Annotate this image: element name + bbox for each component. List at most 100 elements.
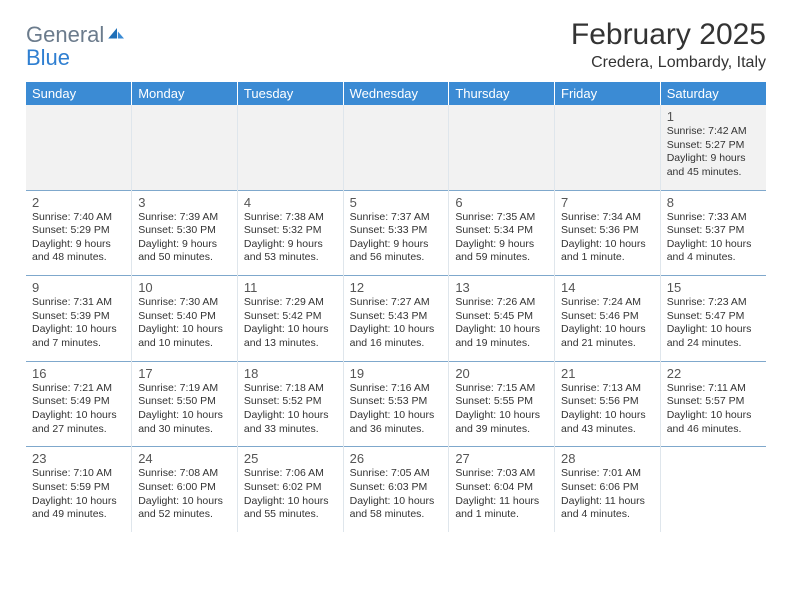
sunrise-text: Sunrise: 7:38 AM [244, 211, 337, 225]
day-number: 12 [350, 280, 443, 295]
daylight-text: Daylight: 10 hours and 24 minutes. [667, 323, 760, 350]
day-info: Sunrise: 7:08 AMSunset: 6:00 PMDaylight:… [138, 467, 231, 522]
calendar-day-cell: 15Sunrise: 7:23 AMSunset: 5:47 PMDayligh… [660, 276, 766, 362]
sunset-text: Sunset: 5:36 PM [561, 224, 654, 238]
day-number: 23 [32, 451, 125, 466]
sunset-text: Sunset: 5:47 PM [667, 310, 760, 324]
calendar-day-cell: 20Sunrise: 7:15 AMSunset: 5:55 PMDayligh… [449, 361, 555, 447]
weekday-header: Sunday [26, 82, 132, 105]
sunrise-text: Sunrise: 7:27 AM [350, 296, 443, 310]
day-info: Sunrise: 7:30 AMSunset: 5:40 PMDaylight:… [138, 296, 231, 351]
sunrise-text: Sunrise: 7:37 AM [350, 211, 443, 225]
day-info: Sunrise: 7:03 AMSunset: 6:04 PMDaylight:… [455, 467, 548, 522]
daylight-text: Daylight: 9 hours and 50 minutes. [138, 238, 231, 265]
calendar-day-cell: 25Sunrise: 7:06 AMSunset: 6:02 PMDayligh… [237, 447, 343, 532]
sunset-text: Sunset: 5:37 PM [667, 224, 760, 238]
calendar-day-cell: 9Sunrise: 7:31 AMSunset: 5:39 PMDaylight… [26, 276, 132, 362]
day-info: Sunrise: 7:23 AMSunset: 5:47 PMDaylight:… [667, 296, 760, 351]
day-info: Sunrise: 7:33 AMSunset: 5:37 PMDaylight:… [667, 211, 760, 266]
sunset-text: Sunset: 5:59 PM [32, 481, 125, 495]
daylight-text: Daylight: 10 hours and 13 minutes. [244, 323, 337, 350]
day-info: Sunrise: 7:31 AMSunset: 5:39 PMDaylight:… [32, 296, 125, 351]
weekday-header: Wednesday [343, 82, 449, 105]
day-info: Sunrise: 7:19 AMSunset: 5:50 PMDaylight:… [138, 382, 231, 437]
day-number: 2 [32, 195, 125, 210]
daylight-text: Daylight: 10 hours and 21 minutes. [561, 323, 654, 350]
day-info: Sunrise: 7:24 AMSunset: 5:46 PMDaylight:… [561, 296, 654, 351]
calendar-day-cell [237, 105, 343, 190]
calendar-day-cell: 8Sunrise: 7:33 AMSunset: 5:37 PMDaylight… [660, 190, 766, 276]
sunset-text: Sunset: 5:42 PM [244, 310, 337, 324]
day-number: 26 [350, 451, 443, 466]
daylight-text: Daylight: 10 hours and 55 minutes. [244, 495, 337, 522]
calendar-day-cell: 6Sunrise: 7:35 AMSunset: 5:34 PMDaylight… [449, 190, 555, 276]
calendar-day-cell: 7Sunrise: 7:34 AMSunset: 5:36 PMDaylight… [555, 190, 661, 276]
day-number: 15 [667, 280, 760, 295]
daylight-text: Daylight: 11 hours and 4 minutes. [561, 495, 654, 522]
day-number: 13 [455, 280, 548, 295]
calendar-day-cell: 14Sunrise: 7:24 AMSunset: 5:46 PMDayligh… [555, 276, 661, 362]
sunrise-text: Sunrise: 7:11 AM [667, 382, 760, 396]
day-info: Sunrise: 7:18 AMSunset: 5:52 PMDaylight:… [244, 382, 337, 437]
sunset-text: Sunset: 5:50 PM [138, 395, 231, 409]
sunset-text: Sunset: 6:00 PM [138, 481, 231, 495]
sunset-text: Sunset: 5:30 PM [138, 224, 231, 238]
day-number: 11 [244, 280, 337, 295]
calendar-week-row: 1Sunrise: 7:42 AMSunset: 5:27 PMDaylight… [26, 105, 766, 190]
logo-text-general: General [26, 22, 104, 47]
sunrise-text: Sunrise: 7:01 AM [561, 467, 654, 481]
day-info: Sunrise: 7:10 AMSunset: 5:59 PMDaylight:… [32, 467, 125, 522]
day-info: Sunrise: 7:35 AMSunset: 5:34 PMDaylight:… [455, 211, 548, 266]
calendar-week-row: 2Sunrise: 7:40 AMSunset: 5:29 PMDaylight… [26, 190, 766, 276]
calendar-day-cell: 22Sunrise: 7:11 AMSunset: 5:57 PMDayligh… [660, 361, 766, 447]
calendar-day-cell [26, 105, 132, 190]
daylight-text: Daylight: 10 hours and 49 minutes. [32, 495, 125, 522]
day-info: Sunrise: 7:27 AMSunset: 5:43 PMDaylight:… [350, 296, 443, 351]
day-info: Sunrise: 7:11 AMSunset: 5:57 PMDaylight:… [667, 382, 760, 437]
sunset-text: Sunset: 6:02 PM [244, 481, 337, 495]
sunset-text: Sunset: 5:33 PM [350, 224, 443, 238]
day-number: 28 [561, 451, 654, 466]
day-info: Sunrise: 7:37 AMSunset: 5:33 PMDaylight:… [350, 211, 443, 266]
day-info: Sunrise: 7:42 AMSunset: 5:27 PMDaylight:… [667, 125, 760, 180]
day-number: 21 [561, 366, 654, 381]
calendar-day-cell: 18Sunrise: 7:18 AMSunset: 5:52 PMDayligh… [237, 361, 343, 447]
daylight-text: Daylight: 10 hours and 30 minutes. [138, 409, 231, 436]
sunset-text: Sunset: 6:06 PM [561, 481, 654, 495]
logo: General Blue [26, 18, 128, 70]
day-number: 16 [32, 366, 125, 381]
daylight-text: Daylight: 9 hours and 48 minutes. [32, 238, 125, 265]
sunrise-text: Sunrise: 7:34 AM [561, 211, 654, 225]
day-number: 25 [244, 451, 337, 466]
calendar-day-cell [343, 105, 449, 190]
calendar-day-cell: 13Sunrise: 7:26 AMSunset: 5:45 PMDayligh… [449, 276, 555, 362]
day-info: Sunrise: 7:05 AMSunset: 6:03 PMDaylight:… [350, 467, 443, 522]
calendar-page: General Blue February 2025 Credera, Lomb… [0, 0, 792, 532]
sunset-text: Sunset: 5:57 PM [667, 395, 760, 409]
sunrise-text: Sunrise: 7:40 AM [32, 211, 125, 225]
calendar-week-row: 9Sunrise: 7:31 AMSunset: 5:39 PMDaylight… [26, 276, 766, 362]
calendar-day-cell: 28Sunrise: 7:01 AMSunset: 6:06 PMDayligh… [555, 447, 661, 532]
day-number: 18 [244, 366, 337, 381]
day-number: 6 [455, 195, 548, 210]
sunset-text: Sunset: 6:03 PM [350, 481, 443, 495]
daylight-text: Daylight: 10 hours and 16 minutes. [350, 323, 443, 350]
sunrise-text: Sunrise: 7:13 AM [561, 382, 654, 396]
sunrise-text: Sunrise: 7:05 AM [350, 467, 443, 481]
day-number: 4 [244, 195, 337, 210]
weekday-header: Thursday [449, 82, 555, 105]
day-number: 5 [350, 195, 443, 210]
sunrise-text: Sunrise: 7:23 AM [667, 296, 760, 310]
sunset-text: Sunset: 5:32 PM [244, 224, 337, 238]
page-subtitle: Credera, Lombardy, Italy [571, 54, 766, 72]
sunrise-text: Sunrise: 7:30 AM [138, 296, 231, 310]
daylight-text: Daylight: 10 hours and 33 minutes. [244, 409, 337, 436]
sunset-text: Sunset: 5:52 PM [244, 395, 337, 409]
weekday-header: Tuesday [237, 82, 343, 105]
weekday-header: Monday [132, 82, 238, 105]
day-number: 9 [32, 280, 125, 295]
sunset-text: Sunset: 5:43 PM [350, 310, 443, 324]
calendar-day-cell: 5Sunrise: 7:37 AMSunset: 5:33 PMDaylight… [343, 190, 449, 276]
sunrise-text: Sunrise: 7:29 AM [244, 296, 337, 310]
sunrise-text: Sunrise: 7:31 AM [32, 296, 125, 310]
